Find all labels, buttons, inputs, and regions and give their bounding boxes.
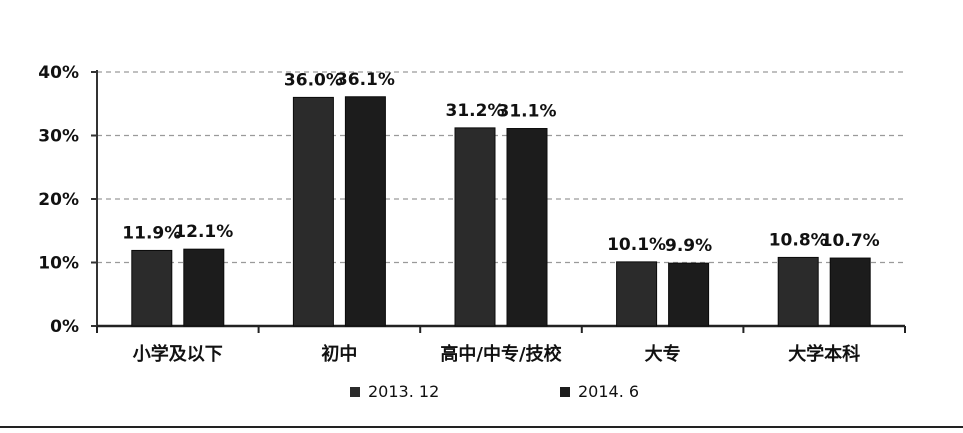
y-tick-label: 20% (38, 190, 79, 210)
data-label: 12.1% (174, 222, 233, 242)
data-label: 36.1% (336, 70, 395, 90)
data-label: 31.2% (446, 101, 505, 121)
y-tick-label: 40% (38, 63, 79, 83)
bar (777, 256, 819, 327)
legend-swatch (560, 387, 570, 397)
category-label: 初中 (321, 343, 357, 365)
category-label: 大专 (645, 343, 681, 365)
data-label: 9.9% (665, 236, 712, 256)
legend-label: 2013. 12 (368, 382, 439, 401)
y-tick-label: 0% (50, 317, 79, 337)
legend-label: 2014. 6 (578, 382, 639, 401)
legend-swatch (350, 387, 360, 397)
category-label: 大学本科 (788, 343, 860, 365)
category-label: 小学及以下 (133, 343, 223, 365)
bar (131, 249, 173, 327)
bar (292, 96, 334, 327)
bar (668, 262, 710, 327)
bar (506, 128, 548, 327)
bar (183, 248, 225, 327)
bar (344, 96, 386, 327)
data-label: 36.0% (284, 70, 343, 90)
bar (829, 257, 871, 327)
category-label: 高中/中专/技校 (440, 343, 562, 365)
data-label: 31.1% (498, 102, 557, 122)
data-label: 10.1% (607, 235, 666, 255)
data-label: 10.7% (821, 231, 880, 251)
y-tick-label: 10% (38, 254, 79, 274)
bar (616, 261, 658, 327)
data-label: 11.9% (122, 223, 181, 243)
bar (454, 127, 496, 327)
data-label: 10.8% (769, 230, 828, 250)
y-tick-label: 30% (38, 127, 79, 147)
